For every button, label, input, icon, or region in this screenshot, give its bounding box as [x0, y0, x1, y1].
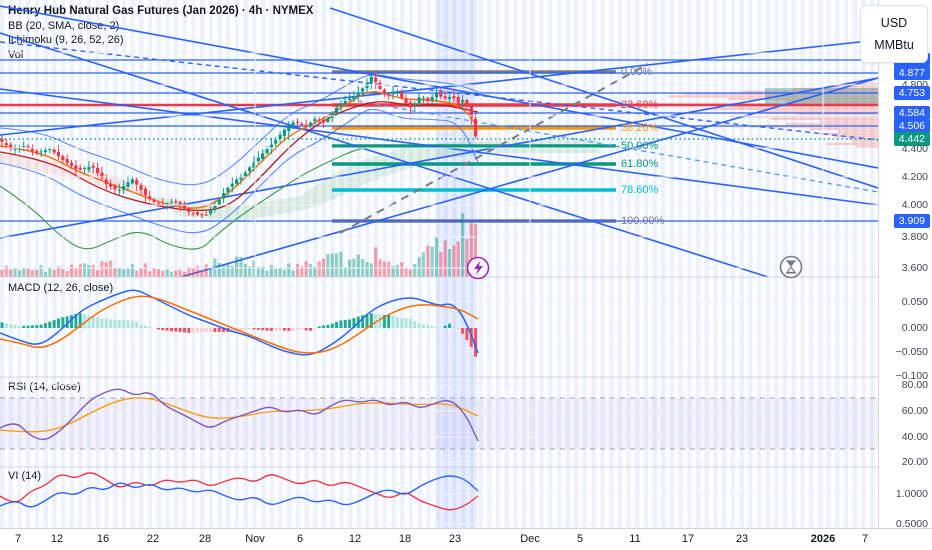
price-axis-label: 80.00 — [901, 379, 928, 391]
fib-level-label: 50.00% — [621, 140, 659, 152]
price-axis-label: 4.400 — [901, 143, 928, 155]
price-badge: 4.584 — [893, 106, 930, 120]
fib-level-label: 23.60% — [621, 99, 659, 111]
time-axis-label: 6 — [296, 533, 304, 545]
vi-pane-label[interactable]: VI (14) — [8, 470, 42, 482]
time-axis-label: 28 — [198, 533, 212, 545]
time-axis-label: 12 — [348, 533, 362, 545]
price-axis-label: 0.000 — [901, 322, 928, 334]
price-badge: 4.442 — [893, 132, 930, 146]
fib-level-label: 38.20% — [621, 122, 659, 134]
time-scale[interactable]: 7 12 16 22 28 Nov 6 12 18 23 Dec 5 11 17 23 2026 7 — [0, 528, 932, 550]
session-highlight — [437, 0, 477, 528]
price-axis-label: −0.100 — [895, 370, 928, 382]
time-axis-label: 12 — [50, 533, 64, 545]
time-axis-label: 23 — [448, 533, 462, 545]
macd-pane-label[interactable]: MACD (12, 26, close) — [8, 282, 114, 294]
time-axis-label: 11 — [629, 533, 641, 545]
price-axis-label: 3.600 — [901, 262, 928, 274]
currency-button[interactable]: USD — [880, 16, 908, 30]
price-axis-label: 20.00 — [901, 456, 928, 468]
indicator-legend-bb[interactable]: BB (20, SMA, close, 2) — [8, 19, 120, 32]
fib-level-label: 78.60% — [621, 184, 659, 196]
time-axis-label: 22 — [146, 533, 160, 545]
price-axis-label: 60.00 — [901, 405, 928, 417]
time-axis-label: Nov — [245, 533, 265, 545]
fib-level-label: 61.80% — [621, 158, 659, 170]
price-scale[interactable]: 5.0004.8814.8774.8004.7534.5844.5064.442… — [878, 0, 932, 530]
price-badge: 3.909 — [893, 214, 930, 228]
price-axis-label: 40.00 — [901, 431, 928, 443]
time-axis-label: 7 — [861, 533, 869, 545]
price-badge: 4.753 — [893, 86, 930, 100]
price-badge: 4.506 — [893, 119, 930, 133]
price-axis-label: −0.050 — [895, 346, 928, 358]
unit-selector-card: USD MMBtu — [860, 5, 928, 63]
price-badge: 4.877 — [893, 66, 930, 80]
indicator-legend-vol[interactable]: Vol — [8, 48, 24, 61]
fib-level-label: 0.00% — [621, 66, 653, 78]
price-axis-label: 3.800 — [901, 231, 928, 243]
price-axis-label: 0.5000 — [895, 518, 928, 530]
time-axis-label: 18 — [398, 533, 412, 545]
price-axis-label: 0.050 — [901, 296, 928, 308]
symbol-title[interactable]: Henry Hub Natural Gas Futures (Jan 2026)… — [8, 5, 314, 17]
time-axis-label: 23 — [735, 533, 749, 545]
time-axis-label: 5 — [576, 533, 584, 545]
time-axis-label: Dec — [520, 533, 540, 545]
price-axis-label: 4.200 — [901, 171, 928, 183]
indicator-legend-ichimoku[interactable]: Ichimoku (9, 26, 52, 26) — [8, 34, 124, 46]
time-axis-label: 17 — [681, 533, 695, 545]
time-axis-label: 16 — [96, 533, 110, 545]
unit-button[interactable]: MMBtu — [874, 38, 914, 52]
rsi-pane-label[interactable]: RSI (14, close) — [8, 381, 81, 393]
chart-legend: Henry Hub Natural Gas Futures (Jan 2026)… — [8, 4, 313, 62]
price-axis-label: 4.000 — [901, 199, 928, 211]
time-axis-label: 2026 — [810, 533, 836, 545]
time-axis-label: 7 — [14, 533, 22, 545]
fib-level-label: 100.00% — [621, 215, 665, 227]
price-axis-label: 1.0000 — [895, 488, 928, 500]
